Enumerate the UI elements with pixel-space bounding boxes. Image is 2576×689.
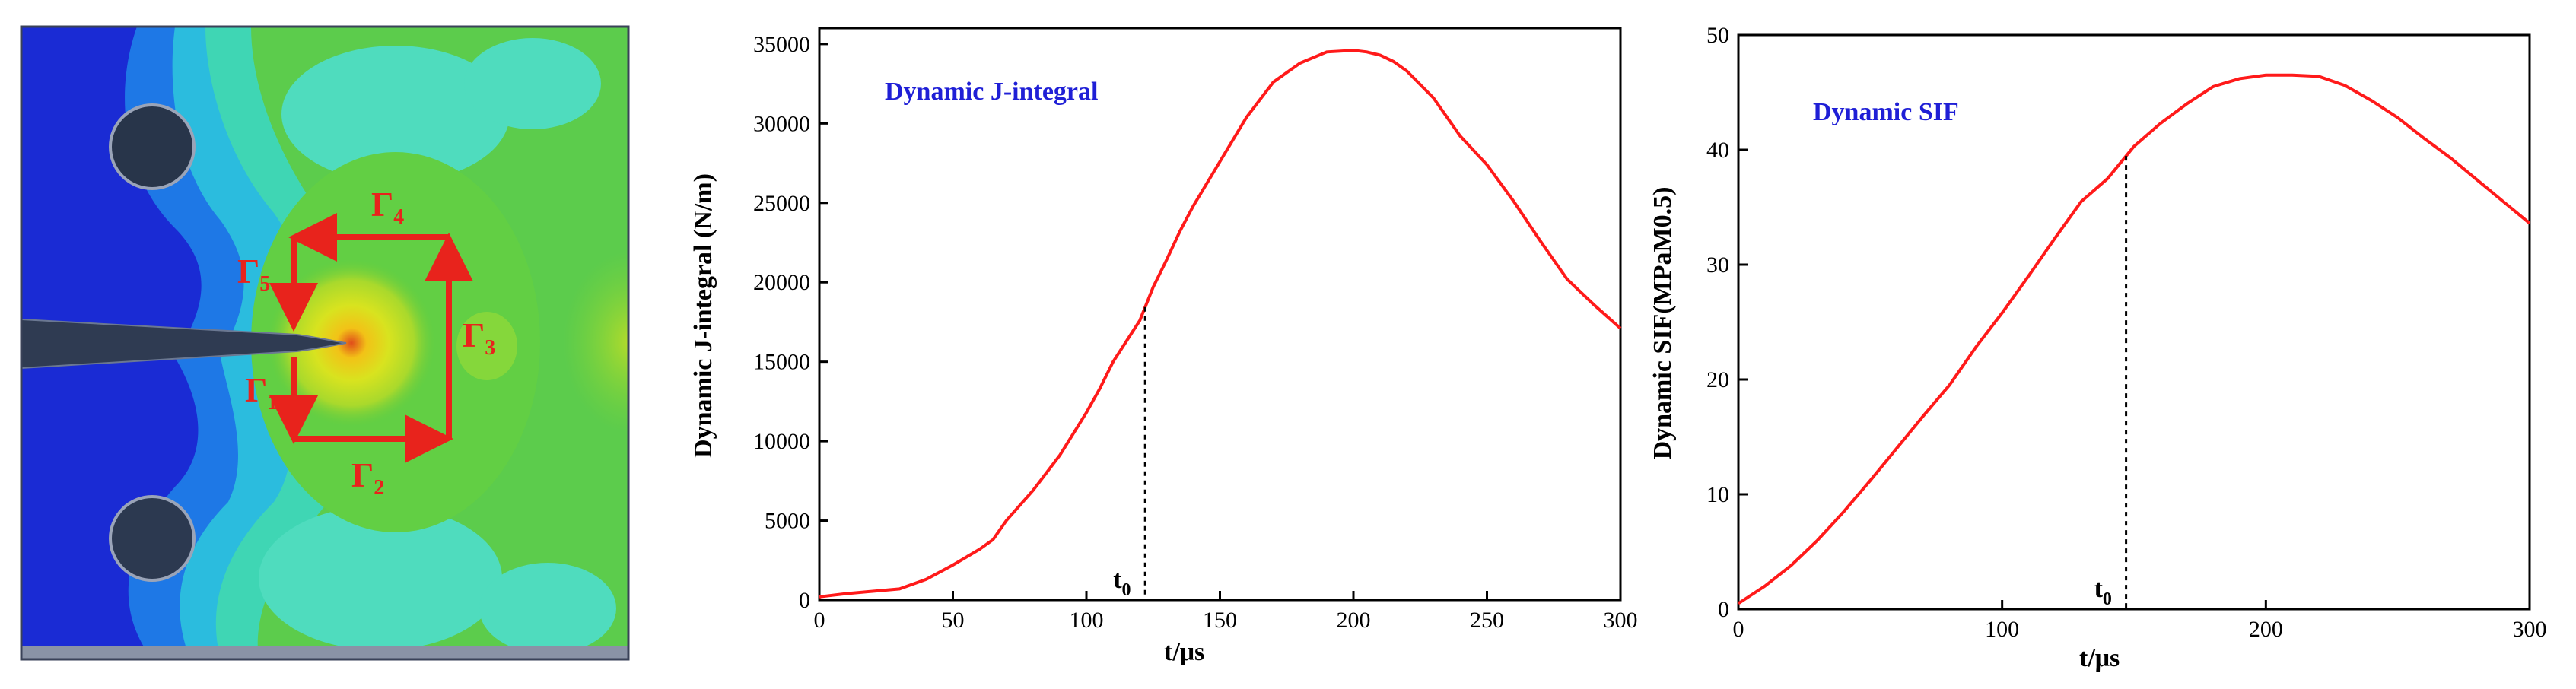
x-tick-label: 200 — [1337, 608, 1371, 633]
chart2-inset-title: Dynamic SIF — [1813, 98, 1959, 126]
loading-pin-top — [109, 103, 196, 190]
x-tick-label: 0 — [814, 608, 825, 633]
fea-frame — [20, 25, 630, 661]
x-tick-label: 150 — [1203, 608, 1237, 633]
x-tick-label: 0 — [1733, 617, 1744, 642]
y-tick-label: 10000 — [753, 429, 810, 454]
gamma4-label: Γ4 — [371, 185, 404, 229]
x-tick-label: 100 — [1070, 608, 1104, 633]
fea-contour-panel — [21, 27, 628, 659]
chart1-t0-label: t0 — [1113, 566, 1131, 600]
chart1-y-axis-label: Dynamic J-integral (N/m) — [689, 173, 717, 458]
gamma1-label: Γ1 — [245, 370, 278, 414]
chart-j-integral: 0 50 100 150 200 250 300 0 5000 10000 15000 20000 25… — [689, 27, 1638, 666]
integration-contour — [269, 213, 473, 463]
fea-island-right-top — [464, 38, 601, 129]
x-tick-label: 50 — [942, 608, 965, 633]
fea-blob-gamma3 — [456, 312, 517, 380]
y-tick-label: 25000 — [753, 191, 810, 216]
chart2-y-axis-label: Dynamic SIF(MPaM0.5) — [1649, 187, 1677, 460]
chart2-series-line — [1737, 73, 2531, 605]
gamma5-label: Γ5 — [237, 252, 270, 296]
x-tick-label: 100 — [1985, 617, 2019, 642]
chart1-plot-frame — [818, 27, 1622, 602]
y-tick-label: 50 — [1706, 23, 1729, 48]
y-tick-label: 20 — [1706, 367, 1729, 392]
fea-bottom-strip — [21, 646, 628, 659]
y-tick-label: 15000 — [753, 350, 810, 375]
x-tick-label: 300 — [1604, 608, 1638, 633]
y-tick-label: 40 — [1706, 138, 1729, 163]
chart2-ticks: 0 100 200 300 0 10 20 30 40 50 — [1706, 23, 2547, 642]
y-tick-label: 0 — [799, 588, 810, 613]
gamma3-label: Γ3 — [463, 316, 495, 360]
fea-island-bottom — [259, 506, 502, 650]
chart1-series-line — [819, 49, 1622, 599]
y-tick-label: 35000 — [753, 32, 810, 57]
chart2-plot-frame — [1737, 33, 2531, 611]
chart2-t0-label: t0 — [2094, 575, 2112, 609]
y-tick-label: 0 — [1718, 597, 1729, 622]
y-tick-label: 30000 — [753, 111, 810, 136]
x-tick-label: 300 — [2513, 617, 2547, 642]
y-tick-label: 20000 — [753, 270, 810, 295]
contour-labels: Γ1 Γ2 Γ3 Γ4 Γ5 — [237, 185, 495, 500]
x-tick-label: 250 — [1470, 608, 1504, 633]
fea-island-right-bottom — [479, 563, 616, 654]
chart2-x-axis-label: t/μs — [2079, 644, 2120, 672]
y-tick-label: 10 — [1706, 482, 1729, 507]
x-tick-label: 200 — [2249, 617, 2283, 642]
fea-right-edge-blob — [563, 251, 628, 433]
y-tick-label: 30 — [1706, 252, 1729, 278]
chart-sif: 0 100 200 300 0 10 20 30 40 50 t0 Dynamic SIF t/μ… — [1649, 23, 2547, 672]
y-tick-label: 5000 — [765, 509, 810, 534]
loading-pin-bottom — [109, 495, 196, 582]
chart1-ticks: 0 50 100 150 200 250 300 0 5000 10000 15000 20000 25… — [753, 32, 1638, 633]
chart1-inset-title: Dynamic J-integral — [885, 78, 1098, 106]
chart1-x-axis-label: t/μs — [1164, 638, 1204, 666]
crack-notch — [21, 318, 347, 370]
gamma2-label: Γ2 — [351, 456, 384, 500]
fea-island-top — [281, 46, 510, 183]
